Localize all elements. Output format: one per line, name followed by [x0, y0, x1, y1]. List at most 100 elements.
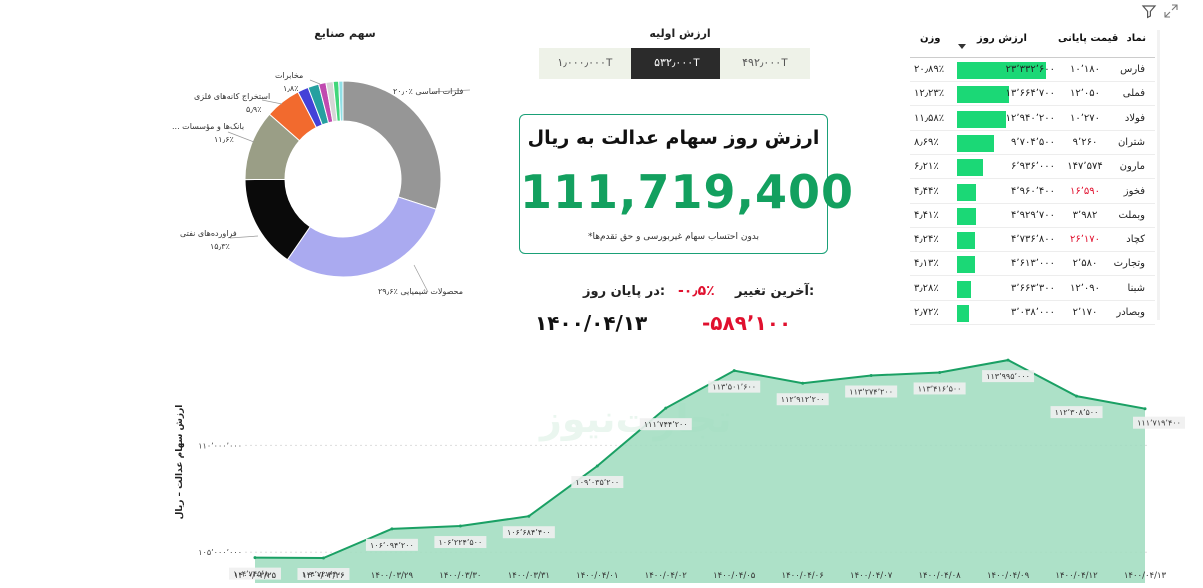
header-divider — [910, 57, 1155, 58]
daily-value-card: ارزش روز سهام عدالت به ریال 111,719,400 … — [519, 114, 853, 254]
cell-symbol: فخوز — [1123, 185, 1145, 197]
data-point-7[interactable] — [732, 369, 736, 373]
cell-price: ۱۰٬۲۷۰ — [1069, 112, 1101, 124]
card-note: *بدون احتساب سهام غیربورسی و حق تقدم‌ها — [587, 232, 760, 242]
cell-value: ۶٬۹۳۶٬۰۰۰ — [1011, 161, 1055, 173]
focus-mode-icon[interactable] — [1163, 3, 1179, 19]
data-point-5[interactable] — [595, 464, 599, 468]
header-symbol[interactable]: نماد — [1126, 33, 1146, 44]
initial-value-option-532000[interactable]: ۵۳۲٫۰۰۰T — [631, 48, 723, 79]
donut-leader-2 — [229, 235, 259, 239]
industry-donut-chart — [227, 79, 471, 293]
table-scrollbar[interactable] — [1157, 30, 1160, 320]
data-point-6[interactable] — [664, 406, 668, 410]
header-value[interactable]: ارزش روز — [977, 33, 1027, 44]
cell-symbol: کچاد — [1126, 234, 1145, 246]
data-point-0[interactable] — [253, 556, 257, 560]
value-bar — [957, 280, 971, 298]
cell-value: ۲۳٬۳۳۲٬۶۰۰ — [1005, 64, 1055, 75]
value-bar — [957, 86, 1010, 104]
data-label-bg-7 — [708, 380, 761, 393]
end-of-day-label: در پایان روز: — [583, 284, 666, 299]
data-point-9[interactable] — [869, 373, 873, 377]
data-point-1[interactable] — [321, 556, 325, 560]
data-label-3: ۱۰۶٬۲۲۴٬۵۰۰ — [439, 538, 483, 547]
data-label-4: ۱۰۶٬۶۸۴٬۴۰۰ — [507, 528, 551, 537]
data-label-bg-11 — [982, 370, 1035, 383]
filter-icon[interactable] — [1141, 3, 1157, 19]
data-label-2: ۱۰۶٬۰۹۴٬۲۰۰ — [370, 541, 414, 550]
table-row[interactable]: فارس ۱۰٬۱۸۰ ۲۳٬۳۳۲٬۶۰۰ ۲۰٫۸۹٪ — [910, 59, 1155, 82]
data-point-8[interactable] — [801, 381, 805, 385]
data-point-13[interactable] — [1143, 407, 1147, 411]
data-point-2[interactable] — [390, 527, 394, 531]
table-row[interactable]: وتجارت ۲٬۵۸۰ ۴٬۶۱۳٬۰۰۰ ۴٫۱۳٪ — [910, 253, 1155, 277]
cell-price: ۱۶٬۵۹۰ — [1069, 185, 1101, 197]
cell-symbol: شبنا — [1127, 282, 1145, 294]
table-row[interactable]: فخوز ۱۶٬۵۹۰ ۴٬۹۶۰٬۴۰۰ ۴٫۴۴٪ — [910, 181, 1155, 204]
donut-label-telecom: مخابرات — [275, 71, 304, 80]
value-bar — [957, 183, 976, 201]
data-label-bg-0 — [229, 567, 281, 580]
initial-value-option-1000000[interactable]: ۱٫۰۰۰٫۰۰۰T — [539, 48, 631, 79]
header-price[interactable]: قیمت پایانی — [1058, 33, 1119, 44]
x-tick-label-5: ۱۴۰۰/۰۴/۰۱ — [576, 571, 618, 581]
x-tick-label-11: ۱۴۰۰/۰۴/۰۹ — [987, 571, 1030, 581]
cell-price: ۱۲٬۰۹۰ — [1069, 282, 1101, 294]
donut-label-telecom-pct: ۱٫۸٪ — [283, 84, 299, 93]
donut-label-mining: استخراج کانه‌های فلزی — [194, 92, 271, 101]
data-label-11: ۱۱۳٬۹۹۵٬۰۰۰ — [986, 372, 1030, 381]
cell-symbol: وبملت — [1118, 209, 1145, 221]
table-row[interactable]: فولاد ۱۰٬۲۷۰ ۱۲٬۹۴۰٬۲۰۰ ۱۱٫۵۸٪ — [910, 108, 1155, 131]
data-point-4[interactable] — [527, 514, 531, 518]
data-point-3[interactable] — [458, 524, 462, 528]
cell-value: ۴٬۷۳۶٬۸۰۰ — [1011, 234, 1055, 246]
last-change-label: آخرین تغییر: — [735, 284, 815, 299]
table-row[interactable]: فملی ۱۲٬۰۵۰ ۱۳٬۶۶۴٬۷۰۰ ۱۲٫۲۳٪ — [910, 83, 1155, 107]
table-row[interactable]: شبنا ۱۲٬۰۹۰ ۳٬۶۶۳٬۳۰۰ ۳٫۲۸٪ — [910, 278, 1155, 301]
value-bar — [957, 110, 1007, 128]
data-label-13: ۱۱۱٬۷۱۹٬۴۰۰ — [1137, 419, 1181, 428]
initial-value-title: ارزش اولیه — [649, 27, 711, 40]
data-point-12[interactable] — [1075, 394, 1079, 398]
data-point-10[interactable] — [938, 370, 942, 374]
value-bar — [957, 159, 984, 177]
cell-weight: ۴٫۲۴٪ — [914, 234, 939, 246]
x-tick-label-3: ۱۴۰۰/۰۳/۳۰ — [439, 571, 481, 581]
x-tick-label-2: ۱۴۰۰/۰۳/۲۹ — [371, 571, 414, 581]
header-weight[interactable]: وزن — [920, 33, 941, 44]
cell-weight: ۶٫۲۱٪ — [914, 161, 939, 173]
value-bar — [957, 305, 969, 322]
last-change-percent: -۰٫۵٪ — [678, 283, 715, 299]
initial-value-option-492000[interactable]: ۴۹۲٫۰۰۰T — [720, 48, 810, 79]
x-tick-label-12: ۱۴۰۰/۰۴/۱۲ — [1055, 571, 1098, 581]
donut-label-metals: ۲۰٫۰٪ فلزات اساسی — [393, 87, 464, 96]
data-label-1: ۱۰۴٬۷۲۷٬۲۰۰ — [302, 570, 346, 579]
x-tick-label-9: ۱۴۰۰/۰۴/۰۷ — [850, 571, 893, 581]
data-label-9: ۱۱۳٬۲۷۴٬۲۰۰ — [849, 387, 893, 396]
donut-slice-0[interactable] — [342, 80, 442, 210]
sort-desc-icon[interactable] — [958, 44, 966, 50]
value-bar — [957, 207, 976, 225]
table-row[interactable]: شتران ۹٬۲۶۰ ۹٬۷۰۴٬۵۰۰ ۸٫۶۹٪ — [910, 132, 1155, 155]
donut-slice-1[interactable] — [286, 196, 437, 278]
table-row[interactable]: مارون ۱۴۷٬۵۷۴ ۶٬۹۳۶٬۰۰۰ ۶٫۲۱٪ — [910, 156, 1155, 180]
donut-leader-5 — [309, 79, 321, 85]
table-row[interactable]: وبملت ۳٬۹۸۲ ۴٬۹۲۹٬۷۰۰ ۴٫۴۱٪ — [910, 205, 1155, 228]
data-point-11[interactable] — [1006, 358, 1010, 362]
donut-slice-10[interactable] — [338, 80, 344, 122]
donut-leader-4 — [261, 99, 283, 105]
cell-value: ۴٬۶۱۳٬۰۰۰ — [1011, 258, 1055, 270]
data-label-bg-3 — [434, 536, 487, 549]
x-tick-label-7: ۱۴۰۰/۰۴/۰۵ — [713, 571, 756, 581]
donut-label-mining-pct: ۵٫۹٪ — [246, 105, 262, 114]
table-row[interactable]: وبصادر ۲٬۱۷۰ ۳٬۰۳۸٬۰۰۰ ۲٫۷۲٪ — [910, 302, 1155, 325]
data-label-bg-2 — [365, 538, 418, 551]
y-tick-label-0: ۱۰۵٬۰۰۰٬۰۰۰ — [198, 548, 242, 557]
table-row[interactable]: کچاد ۲۶٬۱۷۰ ۴٬۷۳۶٬۸۰۰ ۴٫۲۴٪ — [910, 229, 1155, 253]
last-change-amount: -۵۸۹٬۱۰۰ — [702, 311, 792, 335]
x-tick-label-0: ۱۴۰۰/۰۳/۲۵ — [234, 571, 277, 581]
cell-price: ۲۶٬۱۷۰ — [1069, 234, 1101, 246]
cell-weight: ۸٫۶۹٪ — [914, 136, 939, 148]
cell-weight: ۳٫۲۸٪ — [914, 282, 939, 294]
